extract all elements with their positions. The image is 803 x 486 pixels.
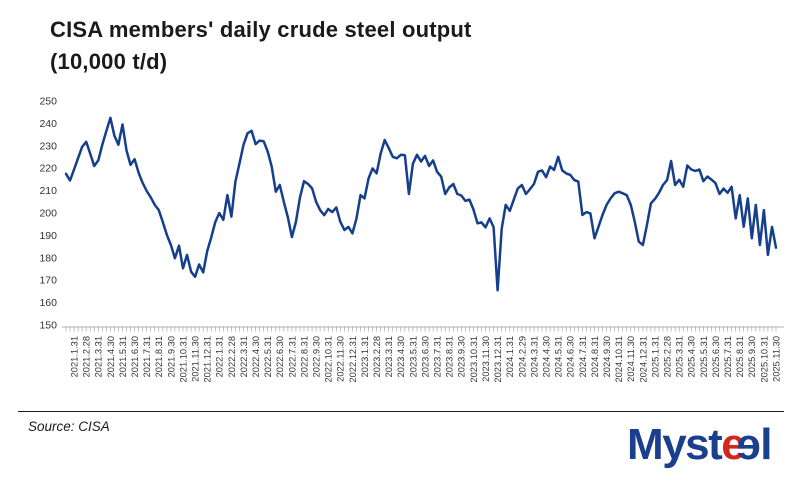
svg-text:2025.2.28: 2025.2.28 — [663, 336, 673, 377]
svg-text:2023.6.30: 2023.6.30 — [420, 336, 430, 377]
svg-text:2024.11.30: 2024.11.30 — [626, 336, 636, 382]
svg-text:2021.7.31: 2021.7.31 — [142, 336, 152, 377]
svg-text:2022.6.30: 2022.6.30 — [275, 336, 285, 377]
x-axis-ticks — [65, 327, 777, 332]
svg-text:2023.12.31: 2023.12.31 — [493, 336, 503, 383]
svg-text:2023.7.31: 2023.7.31 — [433, 336, 443, 377]
svg-text:2021.10.31: 2021.10.31 — [178, 336, 188, 383]
svg-text:2024.6.30: 2024.6.30 — [566, 336, 576, 377]
svg-text:2022.2.28: 2022.2.28 — [227, 336, 237, 377]
svg-text:2021.11.30: 2021.11.30 — [191, 336, 201, 382]
svg-text:2022.4.30: 2022.4.30 — [251, 336, 261, 377]
svg-text:180: 180 — [39, 252, 57, 264]
mysteel-logo: Mysteel — [627, 420, 772, 470]
svg-text:2024.2.29: 2024.2.29 — [517, 336, 527, 377]
svg-text:2025.3.31: 2025.3.31 — [675, 336, 685, 377]
svg-text:2022.11.30: 2022.11.30 — [336, 336, 346, 382]
svg-text:2021.4.30: 2021.4.30 — [106, 336, 116, 377]
svg-text:250: 250 — [39, 96, 57, 108]
logo-text-l: l — [760, 420, 772, 469]
logo-swirl-e-blue-icon: e — [738, 420, 762, 469]
svg-text:2024.5.31: 2024.5.31 — [554, 336, 564, 377]
svg-text:2024.8.31: 2024.8.31 — [590, 336, 600, 377]
svg-text:160: 160 — [39, 297, 57, 309]
svg-text:2025.10.31: 2025.10.31 — [759, 336, 769, 383]
svg-text:2025.5.31: 2025.5.31 — [699, 336, 709, 377]
svg-text:2025.7.31: 2025.7.31 — [723, 336, 733, 377]
svg-text:2022.3.31: 2022.3.31 — [239, 336, 249, 377]
steel-output-series-line — [64, 116, 778, 292]
chart-title-line2: (10,000 t/d) — [50, 48, 168, 74]
svg-text:190: 190 — [39, 230, 57, 242]
svg-text:2021.1.31: 2021.1.31 — [70, 336, 80, 377]
svg-text:240: 240 — [39, 118, 57, 130]
svg-text:2023.8.31: 2023.8.31 — [445, 336, 455, 377]
svg-text:2021.2.28: 2021.2.28 — [82, 336, 92, 377]
svg-text:2022.7.31: 2022.7.31 — [287, 336, 297, 377]
svg-text:2021.8.31: 2021.8.31 — [154, 336, 164, 377]
svg-text:2023.1.31: 2023.1.31 — [360, 336, 370, 377]
svg-text:2023.10.31: 2023.10.31 — [469, 336, 479, 383]
svg-text:2023.4.30: 2023.4.30 — [396, 336, 406, 377]
x-axis-labels: 2021.1.31 2021.2.28 2021.3.31 2021.4.30 2021… — [70, 336, 782, 383]
svg-text:2023.11.30: 2023.11.30 — [481, 336, 491, 382]
svg-text:2024.4.30: 2024.4.30 — [542, 336, 552, 377]
svg-text:2023.5.31: 2023.5.31 — [408, 336, 418, 377]
svg-text:2022.10.31: 2022.10.31 — [324, 336, 334, 383]
svg-text:2021.5.31: 2021.5.31 — [118, 336, 128, 377]
svg-text:2024.3.31: 2024.3.31 — [529, 336, 539, 377]
chart-title: CISA members' daily crude steel output (… — [50, 14, 670, 78]
svg-text:2024.7.31: 2024.7.31 — [578, 336, 588, 377]
svg-text:2024.1.31: 2024.1.31 — [505, 336, 515, 377]
svg-text:2025.9.30: 2025.9.30 — [747, 336, 757, 377]
chart-title-line1: CISA members' daily crude steel output — [50, 17, 472, 42]
svg-text:200: 200 — [39, 208, 57, 220]
crude-steel-output-line-chart: 250 240 230 220 210 200 190 180 170 160 150 2021.1.… — [39, 96, 784, 383]
source-note: Source: CISA — [28, 419, 110, 434]
logo-text-myst: Myst — [627, 420, 723, 469]
svg-text:2022.8.31: 2022.8.31 — [299, 336, 309, 377]
logo-swirl-e-red-icon: e — [721, 420, 745, 469]
svg-text:2021.3.31: 2021.3.31 — [94, 336, 104, 377]
svg-text:2025.1.31: 2025.1.31 — [650, 336, 660, 377]
svg-text:230: 230 — [39, 140, 57, 152]
svg-text:2025.8.31: 2025.8.31 — [735, 336, 745, 377]
svg-text:2023.3.31: 2023.3.31 — [384, 336, 394, 377]
svg-text:150: 150 — [39, 320, 57, 332]
svg-text:2022.1.31: 2022.1.31 — [215, 336, 225, 377]
svg-text:2025.6.30: 2025.6.30 — [711, 336, 721, 377]
svg-text:2021.12.31: 2021.12.31 — [203, 336, 213, 383]
svg-text:2022.9.30: 2022.9.30 — [312, 336, 322, 377]
svg-text:2025.4.30: 2025.4.30 — [687, 336, 697, 377]
svg-text:2024.12.31: 2024.12.31 — [638, 336, 648, 383]
y-axis-labels: 250 240 230 220 210 200 190 180 170 160 150 — [39, 96, 57, 332]
svg-text:210: 210 — [39, 185, 57, 197]
svg-text:2025.11.30: 2025.11.30 — [771, 336, 781, 382]
svg-text:2021.9.30: 2021.9.30 — [166, 336, 176, 377]
svg-text:2022.12.31: 2022.12.31 — [348, 336, 358, 383]
svg-text:2024.9.30: 2024.9.30 — [602, 336, 612, 377]
svg-text:2022.5.31: 2022.5.31 — [263, 336, 273, 377]
svg-text:2021.6.30: 2021.6.30 — [130, 336, 140, 377]
svg-text:2023.9.30: 2023.9.30 — [457, 336, 467, 377]
svg-text:170: 170 — [39, 275, 57, 287]
svg-text:220: 220 — [39, 163, 57, 175]
divider-rule — [18, 411, 784, 412]
svg-text:2024.10.31: 2024.10.31 — [614, 336, 624, 383]
svg-text:2023.2.28: 2023.2.28 — [372, 336, 382, 377]
